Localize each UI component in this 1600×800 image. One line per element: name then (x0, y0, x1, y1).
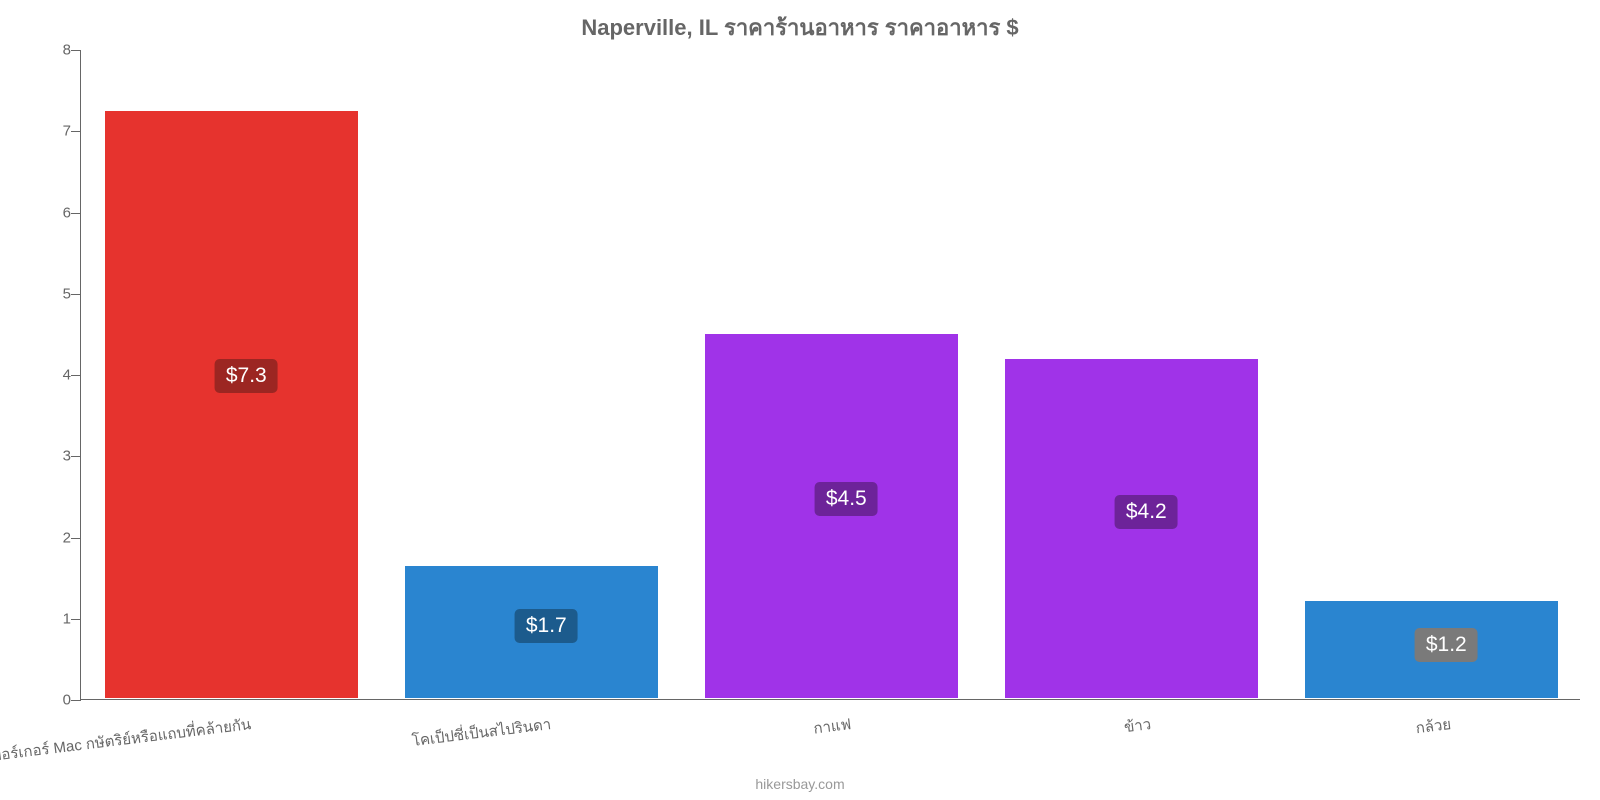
x-axis-category-label: กล้วย (1132, 712, 1453, 775)
x-axis-category-label: เบอร์เกอร์ Mac กษัตริย์หรือแถบที่คล้ายกั… (0, 712, 252, 775)
x-axis-category-label: กาแฟ (532, 712, 853, 775)
plot-area: 012345678$7.3เบอร์เกอร์ Mac กษัตริย์หรือ… (80, 50, 1580, 700)
bar-value-label: $1.2 (1415, 628, 1478, 662)
y-axis-tick-label: 8 (36, 42, 71, 59)
attribution-text: hikersbay.com (0, 776, 1600, 792)
y-axis-tick (71, 538, 81, 539)
y-axis-tick-label: 1 (36, 610, 71, 627)
y-axis-tick-label: 6 (36, 204, 71, 221)
chart-title: Naperville, IL ราคาร้านอาหาร ราคาอาหาร $ (0, 10, 1600, 45)
y-axis-tick-label: 7 (36, 123, 71, 140)
bar-value-label: $1.7 (515, 609, 578, 643)
y-axis-tick-label: 5 (36, 285, 71, 302)
y-axis-tick (71, 294, 81, 295)
bar (704, 333, 959, 699)
bar-value-label: $4.5 (815, 482, 878, 516)
y-axis-tick (71, 619, 81, 620)
y-axis-tick-label: 3 (36, 448, 71, 465)
bar (104, 110, 359, 699)
y-axis-tick (71, 50, 81, 51)
bar-value-label: $4.2 (1115, 495, 1178, 529)
y-axis-tick-label: 2 (36, 529, 71, 546)
y-axis-tick-label: 4 (36, 367, 71, 384)
y-axis-tick-label: 0 (36, 692, 71, 709)
x-axis-category-label: ข้าว (832, 712, 1153, 775)
bar-value-label: $7.3 (215, 359, 278, 393)
y-axis-tick (71, 131, 81, 132)
chart-container: Naperville, IL ราคาร้านอาหาร ราคาอาหาร $… (0, 0, 1600, 800)
x-axis-category-label: โคเป็ปซี่เป็นสไปรินดา (232, 712, 553, 775)
y-axis-tick (71, 700, 81, 701)
y-axis-tick (71, 456, 81, 457)
y-axis-tick (71, 213, 81, 214)
y-axis-tick (71, 375, 81, 376)
